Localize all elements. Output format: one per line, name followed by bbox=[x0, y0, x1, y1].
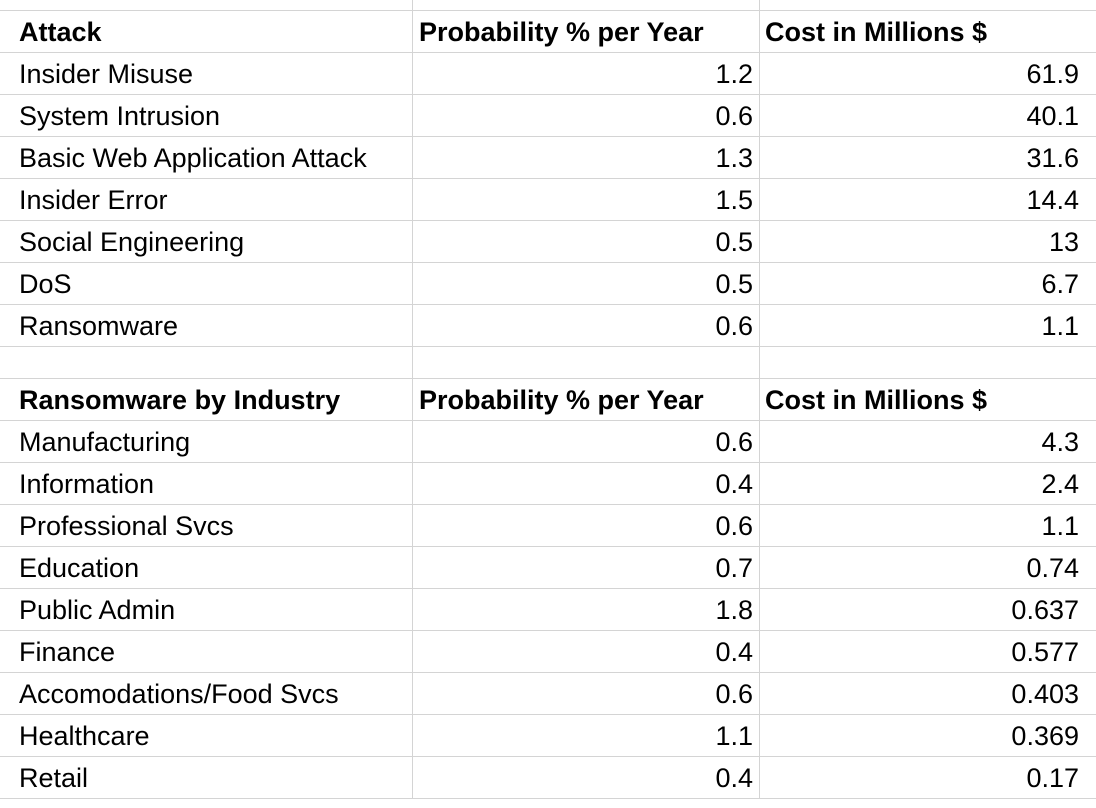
cell-cost[interactable]: 14.4 bbox=[760, 179, 1096, 221]
table-row: Accomodations/Food Svcs 0.6 0.403 bbox=[0, 673, 1096, 715]
empty-cell[interactable] bbox=[760, 347, 1096, 379]
cell-probability[interactable]: 0.4 bbox=[413, 463, 760, 505]
cell-cost[interactable]: 0.403 bbox=[760, 673, 1096, 715]
cell-industry-name[interactable]: Manufacturing bbox=[0, 421, 413, 463]
cell-probability[interactable]: 0.6 bbox=[413, 673, 760, 715]
cell-cost[interactable]: 0.637 bbox=[760, 589, 1096, 631]
cell-probability[interactable]: 0.4 bbox=[413, 757, 760, 799]
cell-cost[interactable]: 2.4 bbox=[760, 463, 1096, 505]
cell-industry-name[interactable]: Accomodations/Food Svcs bbox=[0, 673, 413, 715]
empty-row bbox=[0, 347, 1096, 379]
cell-probability[interactable]: 0.6 bbox=[413, 95, 760, 137]
table-row: Healthcare 1.1 0.369 bbox=[0, 715, 1096, 757]
table-row: Finance 0.4 0.577 bbox=[0, 631, 1096, 673]
cell-probability[interactable]: 0.7 bbox=[413, 547, 760, 589]
cell-cost[interactable]: 0.17 bbox=[760, 757, 1096, 799]
cell-industry-name[interactable]: Professional Svcs bbox=[0, 505, 413, 547]
cell-attack-name[interactable]: Basic Web Application Attack bbox=[0, 137, 413, 179]
cell-attack-name[interactable]: Insider Error bbox=[0, 179, 413, 221]
cell-probability[interactable]: 0.6 bbox=[413, 421, 760, 463]
header-cell-probability[interactable]: Probability % per Year bbox=[413, 11, 760, 53]
table-row: Insider Error 1.5 14.4 bbox=[0, 179, 1096, 221]
top-partial-row bbox=[0, 0, 1096, 11]
cell-probability[interactable]: 1.8 bbox=[413, 589, 760, 631]
table-row: Insider Misuse 1.2 61.9 bbox=[0, 53, 1096, 95]
cell-industry-name[interactable]: Information bbox=[0, 463, 413, 505]
cell-probability[interactable]: 1.5 bbox=[413, 179, 760, 221]
empty-cell[interactable] bbox=[413, 347, 760, 379]
cell-cost[interactable]: 0.74 bbox=[760, 547, 1096, 589]
table-row: Education 0.7 0.74 bbox=[0, 547, 1096, 589]
cell-attack-name[interactable]: Ransomware bbox=[0, 305, 413, 347]
header-cell-cost[interactable]: Cost in Millions $ bbox=[760, 379, 1096, 421]
table-row: Information 0.4 2.4 bbox=[0, 463, 1096, 505]
cell-probability[interactable]: 1.3 bbox=[413, 137, 760, 179]
cell-probability[interactable]: 0.4 bbox=[413, 631, 760, 673]
table-row: System Intrusion 0.6 40.1 bbox=[0, 95, 1096, 137]
cell-cost[interactable]: 6.7 bbox=[760, 263, 1096, 305]
cell-probability[interactable]: 1.2 bbox=[413, 53, 760, 95]
cell-attack-name[interactable]: Insider Misuse bbox=[0, 53, 413, 95]
cell-industry-name[interactable]: Public Admin bbox=[0, 589, 413, 631]
cell-cost[interactable]: 40.1 bbox=[760, 95, 1096, 137]
header-cell-cost[interactable]: Cost in Millions $ bbox=[760, 11, 1096, 53]
cell-probability[interactable]: 0.5 bbox=[413, 263, 760, 305]
cell-probability[interactable]: 0.5 bbox=[413, 221, 760, 263]
table-row: DoS 0.5 6.7 bbox=[0, 263, 1096, 305]
cell-industry-name[interactable]: Retail bbox=[0, 757, 413, 799]
cell-probability[interactable]: 1.1 bbox=[413, 715, 760, 757]
cell-probability[interactable]: 0.6 bbox=[413, 305, 760, 347]
cell-cost[interactable]: 31.6 bbox=[760, 137, 1096, 179]
table-row: Public Admin 1.8 0.637 bbox=[0, 589, 1096, 631]
table-row: Retail 0.4 0.17 bbox=[0, 757, 1096, 799]
table-row: Social Engineering 0.5 13 bbox=[0, 221, 1096, 263]
cell-attack-name[interactable]: System Intrusion bbox=[0, 95, 413, 137]
cell-cost[interactable]: 0.369 bbox=[760, 715, 1096, 757]
empty-cell[interactable] bbox=[0, 347, 413, 379]
cell-industry-name[interactable]: Finance bbox=[0, 631, 413, 673]
ransomware-table-header: Ransomware by Industry Probability % per… bbox=[0, 379, 1096, 421]
cell-cost[interactable]: 4.3 bbox=[760, 421, 1096, 463]
cell-cost[interactable]: 61.9 bbox=[760, 53, 1096, 95]
table-row: Basic Web Application Attack 1.3 31.6 bbox=[0, 137, 1096, 179]
header-cell-probability[interactable]: Probability % per Year bbox=[413, 379, 760, 421]
cell-cost[interactable]: 1.1 bbox=[760, 305, 1096, 347]
cell-cost[interactable]: 1.1 bbox=[760, 505, 1096, 547]
header-cell-attack[interactable]: Attack bbox=[0, 11, 413, 53]
cell-industry-name[interactable]: Healthcare bbox=[0, 715, 413, 757]
cell-attack-name[interactable]: Social Engineering bbox=[0, 221, 413, 263]
header-cell-industry[interactable]: Ransomware by Industry bbox=[0, 379, 413, 421]
cell-cost[interactable]: 0.577 bbox=[760, 631, 1096, 673]
cell-industry-name[interactable]: Education bbox=[0, 547, 413, 589]
cell-probability[interactable]: 0.6 bbox=[413, 505, 760, 547]
cell-cost[interactable]: 13 bbox=[760, 221, 1096, 263]
table-row: Ransomware 0.6 1.1 bbox=[0, 305, 1096, 347]
attack-table-header: Attack Probability % per Year Cost in Mi… bbox=[0, 11, 1096, 53]
table-row: Professional Svcs 0.6 1.1 bbox=[0, 505, 1096, 547]
table-row: Manufacturing 0.6 4.3 bbox=[0, 421, 1096, 463]
cell-attack-name[interactable]: DoS bbox=[0, 263, 413, 305]
